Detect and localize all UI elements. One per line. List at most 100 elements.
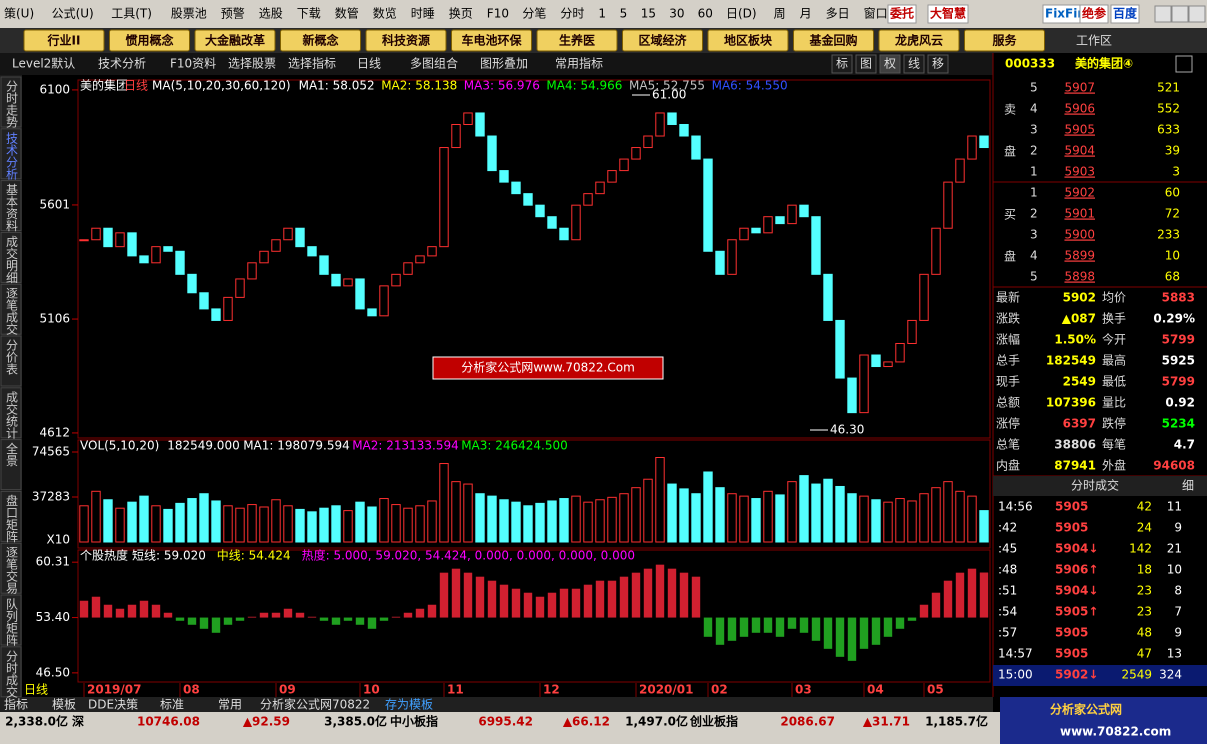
sub-icon[interactable] xyxy=(927,54,949,74)
side-tab[interactable] xyxy=(0,387,22,439)
menu-item[interactable]: 日(D) xyxy=(726,7,757,21)
menu-item[interactable]: 30 xyxy=(669,7,684,21)
menu-item[interactable]: 时睡 xyxy=(411,7,435,21)
toolbar-button[interactable] xyxy=(793,29,874,52)
sub-item[interactable]: 多图组合 xyxy=(410,56,458,71)
bottom-tab[interactable]: DDE决策 xyxy=(88,698,138,712)
toolbar-label[interactable]: 惯用概念 xyxy=(125,33,173,48)
menu-item[interactable]: 周 xyxy=(774,7,786,21)
side-tab-label[interactable]: 成交明细 xyxy=(5,235,19,283)
side-tab[interactable] xyxy=(0,335,22,387)
bottom-tab[interactable]: 标准 xyxy=(160,698,184,712)
toolbar-button[interactable] xyxy=(878,29,960,52)
sub-icon-label[interactable]: 线 xyxy=(908,57,920,71)
menu-item[interactable]: 多日 xyxy=(826,7,850,21)
side-tab[interactable] xyxy=(0,231,22,283)
sub-icon-label[interactable]: 移 xyxy=(932,57,944,71)
menu-item[interactable]: 股票池 xyxy=(171,7,207,21)
side-tab-label[interactable]: 全景 xyxy=(5,441,19,466)
toolbar-label[interactable]: 服务 xyxy=(992,33,1017,48)
side-tab[interactable] xyxy=(0,542,22,594)
bottom-tab[interactable]: 指标 xyxy=(4,697,28,712)
menu-item[interactable]: 1 xyxy=(598,7,606,21)
side-tab[interactable] xyxy=(0,439,22,491)
side-tab-label[interactable]: 分价表 xyxy=(5,339,19,375)
bottom-tab[interactable]: 常用 xyxy=(218,698,242,712)
menu-logo[interactable]: 大智慧 xyxy=(930,6,966,21)
sub-icon-label[interactable]: 标 xyxy=(836,57,848,71)
menu-item[interactable]: 公式(U) xyxy=(52,7,94,21)
menu-item[interactable]: 下载 xyxy=(297,7,321,21)
toolbar-label[interactable]: 基金回购 xyxy=(808,33,857,48)
toolbar-button[interactable] xyxy=(109,29,190,52)
sub-item[interactable]: 日线 xyxy=(357,57,381,71)
side-tab[interactable] xyxy=(0,128,22,180)
side-tab-label[interactable]: 逐笔交易 xyxy=(5,546,19,595)
menu-logo[interactable]: 绝参 xyxy=(1082,6,1107,21)
sub-icon[interactable] xyxy=(903,54,925,74)
toolbar-button[interactable] xyxy=(536,29,618,52)
toolbar-button[interactable] xyxy=(964,29,1045,52)
toolbar-button[interactable] xyxy=(622,29,703,52)
toolbar-button[interactable] xyxy=(707,29,789,52)
close-button[interactable] xyxy=(1188,5,1206,23)
side-tab[interactable] xyxy=(0,594,22,646)
side-tab-label[interactable]: 盘口矩阵 xyxy=(5,493,19,543)
side-tab[interactable] xyxy=(0,283,22,335)
toolbar-label[interactable]: 生养医 xyxy=(559,33,595,48)
menu-item[interactable]: 数览 xyxy=(373,6,397,21)
toolbar-button[interactable] xyxy=(194,29,276,52)
sub-icon[interactable] xyxy=(879,54,901,74)
sub-icon[interactable] xyxy=(855,54,877,74)
bottom-tab[interactable]: 存为模板 xyxy=(385,698,433,712)
menu-item[interactable]: 预警 xyxy=(221,6,245,21)
toolbar-label[interactable]: 区域经济 xyxy=(638,33,687,48)
sub-item[interactable]: F10资料 xyxy=(170,57,216,71)
sub-icon[interactable] xyxy=(831,54,853,74)
menu-item[interactable]: 选股 xyxy=(259,7,283,21)
toolbar-label[interactable]: 大金融改革 xyxy=(205,33,265,48)
bottom-tab[interactable]: 模板 xyxy=(52,698,76,712)
toolbar-button[interactable] xyxy=(23,29,105,52)
quote-close[interactable] xyxy=(1175,55,1193,73)
menu-item[interactable]: 策(U) xyxy=(4,7,34,21)
menu-item[interactable]: 工具(T) xyxy=(111,7,152,21)
toolbar-label[interactable]: 龙虎风云 xyxy=(895,33,943,48)
toolbar-button[interactable] xyxy=(280,29,361,52)
menu-item[interactable]: 数管 xyxy=(335,6,359,21)
side-tab[interactable] xyxy=(0,180,22,232)
toolbar-button[interactable] xyxy=(451,29,532,52)
menu-logo[interactable]: FixFin xyxy=(1045,7,1086,21)
max-button[interactable] xyxy=(1171,5,1189,23)
menu-item[interactable]: 15 xyxy=(641,7,656,21)
side-tab[interactable] xyxy=(0,490,22,542)
side-tab-label[interactable]: 队列矩阵 xyxy=(5,597,19,647)
sub-item[interactable]: 技术分析 xyxy=(98,57,146,71)
menu-item[interactable]: 分时 xyxy=(560,7,584,21)
trades-button[interactable]: 细 xyxy=(1182,479,1194,493)
menu-item[interactable]: 分笔 xyxy=(522,6,546,21)
toolbar-label[interactable]: 新概念 xyxy=(302,33,338,48)
sub-item[interactable]: 选择指标 xyxy=(288,56,336,71)
menu-item[interactable]: 60 xyxy=(698,7,713,21)
toolbar-label[interactable]: 车电池环保 xyxy=(461,33,522,48)
side-tab[interactable] xyxy=(0,646,22,698)
toolbar-label[interactable]: 科技资源 xyxy=(382,33,430,48)
toolbar-label[interactable]: 行业II xyxy=(47,33,81,48)
sub-item[interactable]: Level2默认 xyxy=(12,56,75,71)
side-tab[interactable] xyxy=(0,76,22,128)
menu-item[interactable]: 换页 xyxy=(449,7,473,21)
sub-item[interactable]: 图形叠加 xyxy=(480,57,528,71)
side-tab-label[interactable]: 分时走势 xyxy=(5,80,19,128)
menu-logo[interactable]: 百度 xyxy=(1113,6,1138,21)
min-button[interactable] xyxy=(1154,5,1172,23)
workspace[interactable]: 工作区 xyxy=(1076,34,1112,48)
side-tab-label[interactable]: 成交统计 xyxy=(5,390,19,438)
side-tab-label[interactable]: 分时成交 xyxy=(5,649,19,698)
menu-logo[interactable]: 委托 xyxy=(889,6,914,21)
menu-item[interactable]: 月 xyxy=(800,7,812,21)
sub-icon-label[interactable]: 权 xyxy=(884,57,896,71)
bottom-tab[interactable]: 分析家公式网70822 xyxy=(260,697,370,712)
menu-item[interactable]: F10 xyxy=(487,7,509,21)
side-tab-label[interactable]: 技术分析 xyxy=(5,131,19,180)
